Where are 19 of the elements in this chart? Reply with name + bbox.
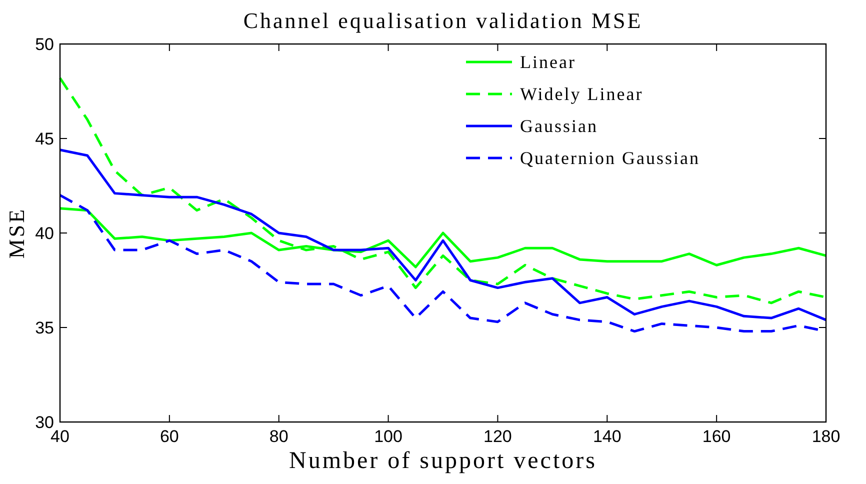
y-tick-label: 40 [35, 224, 54, 243]
y-tick-label: 45 [35, 130, 54, 148]
y-axis-title: MSE [4, 207, 29, 259]
x-axis-title: Number of support vectors [289, 448, 597, 474]
line-series [58, 148, 828, 322]
legend-label: Quaternion Gaussian [520, 148, 700, 168]
x-tick-label: 120 [484, 427, 512, 446]
x-tick-label: 160 [702, 427, 731, 446]
x-tick-label: 180 [812, 427, 840, 446]
x-tick-label: 100 [374, 427, 402, 446]
x-tick-label: 60 [160, 427, 179, 446]
legend-label: Linear [520, 52, 576, 72]
x-tick-label: 80 [269, 427, 288, 446]
y-tick-label: 50 [35, 35, 54, 54]
y-tick-label: 35 [35, 318, 54, 338]
legend-label: Widely Linear [520, 84, 644, 104]
x-tick-label: 140 [592, 427, 622, 446]
chart-title: Channel equalisation validation MSE [243, 8, 643, 33]
legend-label: Gaussian [520, 116, 598, 136]
